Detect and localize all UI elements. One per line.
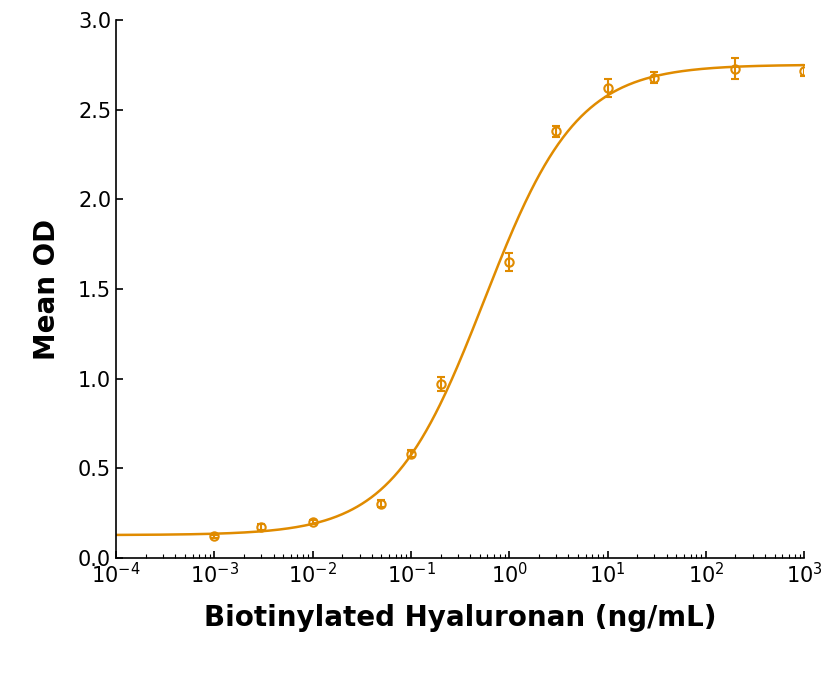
- Y-axis label: Mean OD: Mean OD: [33, 218, 61, 360]
- X-axis label: Biotinylated Hyaluronan (ng/mL): Biotinylated Hyaluronan (ng/mL): [204, 605, 715, 632]
